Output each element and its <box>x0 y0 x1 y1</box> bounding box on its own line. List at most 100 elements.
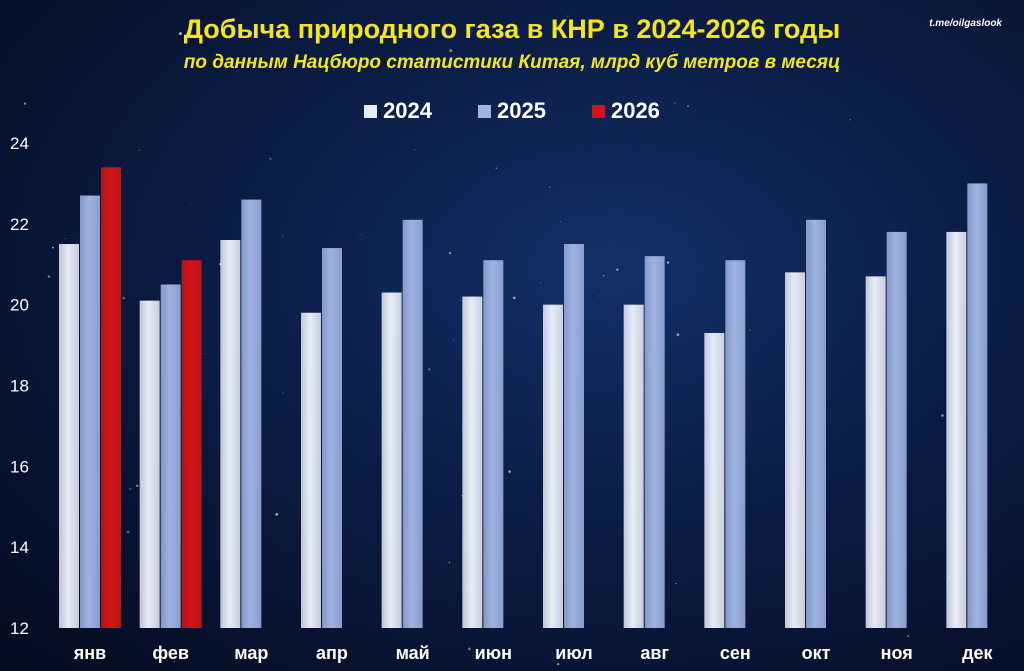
y-tick-label: 14 <box>10 538 29 557</box>
bar-2025-июл <box>564 244 584 628</box>
bar-2025-дек <box>967 183 988 628</box>
star <box>567 15 569 17</box>
x-tick-label-дек: дек <box>962 643 993 663</box>
x-tick-label-янв: янв <box>73 643 106 663</box>
bar-2024-июн <box>462 296 483 628</box>
y-axis: 12 14 16 18 20 22 24 <box>10 134 29 638</box>
bar-2024-фев <box>139 300 160 628</box>
star <box>749 329 751 331</box>
star <box>65 238 67 240</box>
star <box>282 392 284 394</box>
star <box>178 32 182 36</box>
star <box>338 18 339 19</box>
star <box>122 296 126 300</box>
bar-2024-сен <box>704 332 725 628</box>
legend-label-2026: 2026 <box>610 98 660 123</box>
y-tick-label: 16 <box>10 457 29 476</box>
bar-2024-янв <box>59 244 79 628</box>
star <box>136 484 139 487</box>
star <box>413 149 416 151</box>
legend-swatch-2025 <box>478 104 492 118</box>
bar-2024-май <box>381 292 402 628</box>
y-tick-label: 22 <box>10 215 29 234</box>
star <box>138 149 141 152</box>
star <box>675 582 677 585</box>
bar-2024-ноя <box>865 276 886 628</box>
star <box>915 381 916 382</box>
star <box>275 513 279 516</box>
star <box>128 487 132 491</box>
star <box>512 296 516 300</box>
x-tick-label-ноя: ноя <box>881 643 913 663</box>
star <box>172 24 174 26</box>
y-tick-label: 24 <box>10 134 29 153</box>
star <box>428 368 431 371</box>
star <box>272 641 274 643</box>
star <box>190 203 192 205</box>
bar-2025-окт <box>806 219 826 628</box>
star <box>809 91 810 93</box>
y-tick-label: 18 <box>10 377 29 396</box>
bar-2025-июн <box>483 260 504 628</box>
legend-item-2025: 2025 <box>478 98 546 124</box>
star <box>269 157 272 160</box>
bar-2024-авг <box>623 304 644 628</box>
bar-2025-май <box>402 219 423 628</box>
bar-2026-янв <box>101 167 121 628</box>
bar-2025-янв <box>80 195 100 628</box>
x-tick-label-фев: фев <box>152 643 189 663</box>
star <box>173 660 176 663</box>
x-tick-label-окт: окт <box>802 643 831 663</box>
bar-2024-дек <box>946 231 967 628</box>
x-tick-label-июн: июн <box>475 643 512 663</box>
legend-item-2024: 2024 <box>364 98 432 124</box>
bar-2026-фев <box>181 260 202 628</box>
x-tick-label-июл: июл <box>555 643 592 663</box>
watermark: t.me/oilgaslook <box>929 18 1002 29</box>
bar-2025-апр <box>322 248 342 629</box>
bar-2025-сен <box>725 260 746 628</box>
y-tick-label: 12 <box>10 619 29 638</box>
bar-2024-апр <box>301 312 321 628</box>
legend-label-2024: 2024 <box>383 98 433 123</box>
legend-item-2026: 2026 <box>591 98 660 124</box>
star <box>468 647 471 651</box>
legend-swatch-2024 <box>364 104 378 118</box>
bar-2024-июл <box>543 304 563 628</box>
bar-2025-ноя <box>886 231 907 628</box>
chart-title: Добыча природного газа в КНР в 2024-2026… <box>183 14 841 44</box>
star <box>548 186 551 188</box>
star <box>495 167 498 169</box>
bar-2025-мар <box>241 199 262 629</box>
legend-swatch-2026 <box>591 104 605 118</box>
star <box>505 34 507 36</box>
star <box>47 275 50 278</box>
star <box>673 102 676 105</box>
star <box>540 282 542 284</box>
star <box>453 339 455 341</box>
star <box>616 268 619 271</box>
star <box>672 50 675 53</box>
star <box>449 49 453 53</box>
star <box>557 663 560 666</box>
x-tick-label-май: май <box>396 643 430 663</box>
legend: 2024 2025 2026 <box>0 98 1024 124</box>
star <box>602 275 605 277</box>
star <box>204 353 206 355</box>
x-tick-label-мар: мар <box>234 643 268 663</box>
star <box>52 246 54 249</box>
bar-2025-авг <box>644 256 665 628</box>
star <box>666 261 670 264</box>
chart-subtitle: по данным Нацбюро статистики Китая, млрд… <box>183 52 841 73</box>
x-tick-label-сен: сен <box>720 643 751 663</box>
star <box>448 561 451 564</box>
bar-2025-фев <box>160 284 181 628</box>
bar-2024-мар <box>220 240 241 628</box>
star <box>559 221 561 223</box>
star <box>638 57 640 59</box>
star <box>941 414 944 417</box>
legend-label-2025: 2025 <box>497 98 546 123</box>
star <box>23 102 27 105</box>
star <box>449 252 452 255</box>
